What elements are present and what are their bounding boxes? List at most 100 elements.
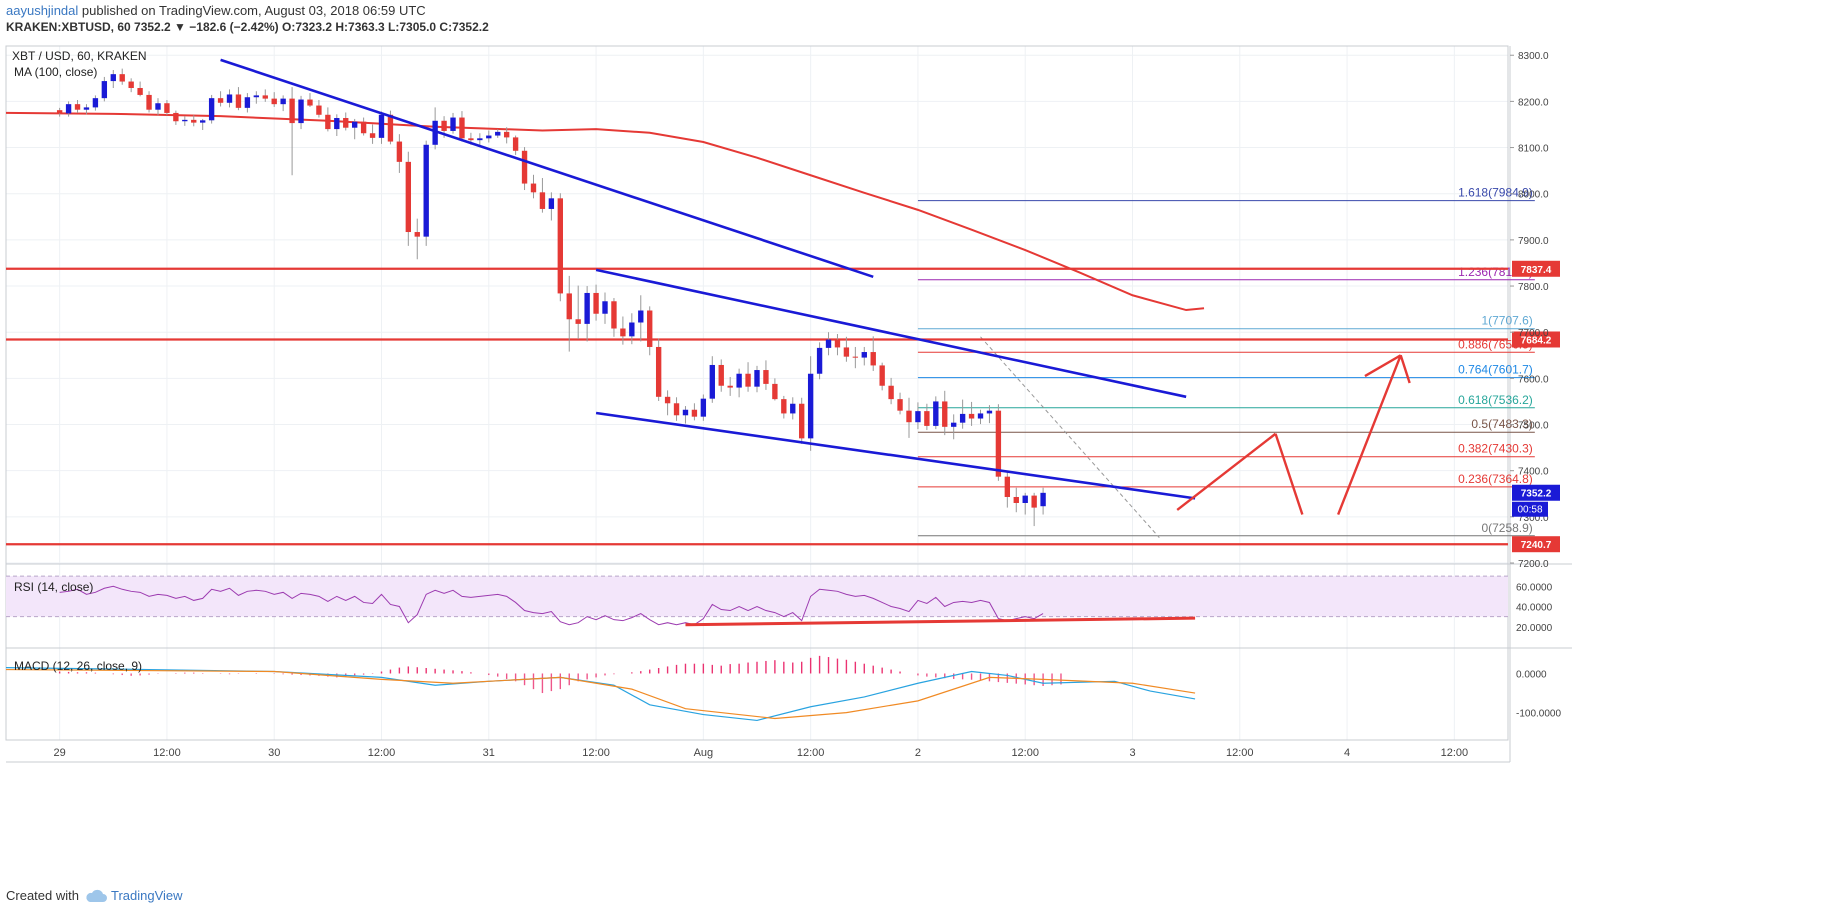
y-tick-label-8200: 8200.0 <box>1518 97 1549 108</box>
candle-body-26 <box>289 98 295 124</box>
price-axis[interactable]: 7200.0 7300.0 7400.0 7500.0 7600.0 7700.0 7800… <box>1510 51 1560 570</box>
candle-body-8 <box>128 81 134 89</box>
x-tick-label-6: Aug <box>694 747 714 759</box>
fib-label-0.764: 0.764(7601.7) <box>1458 363 1533 377</box>
macd-tick-0: 0.0000 <box>1516 669 1547 680</box>
channel-top <box>595 268 1187 399</box>
x-tick-label-7: 12:00 <box>797 747 825 759</box>
candle-body-62 <box>611 301 617 329</box>
candle-body-73 <box>709 364 715 399</box>
x-tick-label-11: 12:00 <box>1226 747 1254 759</box>
candle-body-20 <box>235 94 242 108</box>
candle-body-19 <box>226 94 233 103</box>
candle-body-4 <box>92 98 99 108</box>
candle-body-83 <box>799 403 805 439</box>
candle-body-71 <box>691 409 698 417</box>
trendlines <box>220 58 1196 500</box>
candle-body-18 <box>217 98 224 103</box>
publish-info: published on TradingView.com, August 03,… <box>81 3 426 18</box>
pane-labels: XBT / USD, 60, KRAKEN MA (100, close) RS… <box>12 49 147 673</box>
tradingview-logo[interactable]: TradingView <box>85 888 183 903</box>
ma-indicator-label: MA (100, close) <box>14 65 97 79</box>
ma100-line <box>5 111 1205 312</box>
level-tag-text-7684.2: 7684.2 <box>1521 335 1552 346</box>
candle-body-101 <box>959 413 966 423</box>
candle-body-84 <box>807 373 814 439</box>
candle-body-12 <box>164 103 170 113</box>
candle-body-110 <box>1040 492 1046 507</box>
x-tick-label-12: 4 <box>1344 747 1350 759</box>
candle-body-24 <box>271 98 277 105</box>
y-tick-label-7500: 7500.0 <box>1518 421 1549 432</box>
grid-lines <box>6 46 1508 740</box>
price-chart[interactable]: 20.0000 40.0000 60.0000 0.0000 -100.0000 1.… <box>0 40 1828 885</box>
candle-body-36 <box>378 114 385 138</box>
candle-body-88 <box>843 347 850 357</box>
x-tick-label-8: 2 <box>915 747 921 759</box>
candle-body-57 <box>566 293 572 320</box>
y-tick-label-8100: 8100.0 <box>1518 144 1549 155</box>
projection-arrow-0 <box>1176 432 1277 511</box>
candle-body-3 <box>83 107 90 110</box>
candle-body-38 <box>396 141 403 162</box>
candlesticks <box>56 68 1046 527</box>
candle-body-14 <box>182 119 188 122</box>
candle-body-91 <box>870 352 876 366</box>
candle-body-21 <box>244 97 251 108</box>
candle-body-98 <box>933 401 939 426</box>
current-price-tag <box>1512 484 1560 501</box>
candle-body-27 <box>298 99 304 124</box>
time-axis[interactable]: 29 12:00 30 12:00 31 12:00 Aug 12:00 2 12:00 3 12:0… <box>6 747 1510 763</box>
x-tick-label-2: 30 <box>268 747 280 759</box>
candle-body-94 <box>897 399 903 411</box>
rsi-pane: 20.0000 40.0000 60.0000 <box>6 575 1553 634</box>
candle-body-45 <box>459 117 465 139</box>
fib-base-line <box>980 336 1160 538</box>
publish-line: aayushjindal published on TradingView.co… <box>6 3 426 18</box>
level-tag-7240.7 <box>1512 536 1560 553</box>
candle-body-89 <box>852 356 859 358</box>
ma100-polyline <box>5 111 1205 312</box>
author-link[interactable]: aayushjindal <box>6 3 79 18</box>
level-tag-text-7240.7: 7240.7 <box>1521 540 1552 551</box>
candle-body-46 <box>468 138 474 141</box>
candle-body-13 <box>173 112 179 122</box>
candle-body-63 <box>620 328 626 337</box>
candle-body-49 <box>495 131 501 136</box>
candle-body-43 <box>441 120 447 131</box>
x-tick-label-3: 12:00 <box>368 747 396 759</box>
candle-body-52 <box>521 150 528 184</box>
fibonacci-levels: 1.618(7984.9)1.236(7813.5)1(7707.6)0.886… <box>917 186 1535 538</box>
candle-body-9 <box>137 88 143 95</box>
candle-body-95 <box>906 410 912 423</box>
candle-body-102 <box>968 413 975 419</box>
candle-body-6 <box>110 74 116 82</box>
rsi-divergence-line <box>685 616 1196 627</box>
candle-body-51 <box>512 137 519 151</box>
upper-trendline <box>220 58 874 279</box>
y-tick-label-8000: 8000.0 <box>1518 190 1549 201</box>
candle-body-87 <box>834 339 841 348</box>
chart-frame <box>5 45 1509 741</box>
candle-body-69 <box>673 403 680 416</box>
candle-body-103 <box>977 413 984 419</box>
countdown-tag <box>1512 501 1548 517</box>
fib-label-1: 1(7707.6) <box>1481 314 1532 328</box>
candle-body-28 <box>307 99 313 106</box>
projection-arrow-1 <box>1274 433 1304 515</box>
candle-body-107 <box>1013 496 1019 503</box>
candle-body-11 <box>155 103 161 110</box>
candle-body-35 <box>369 133 376 138</box>
y-tick-label-7700: 7700.0 <box>1518 328 1549 339</box>
candle-body-77 <box>745 373 751 387</box>
x-tick-label-10: 3 <box>1129 747 1135 759</box>
macd-pane: 0.0000 -100.0000 <box>5 655 1561 722</box>
x-tick-label-4: 31 <box>483 747 495 759</box>
candle-body-54 <box>539 192 546 209</box>
candle-body-44 <box>450 117 456 131</box>
candle-body-79 <box>763 370 769 384</box>
y-tick-label-8300: 8300.0 <box>1518 51 1549 62</box>
level-tag-7684.2 <box>1512 331 1560 348</box>
candle-body-55 <box>548 198 555 209</box>
countdown-text: 00:58 <box>1517 505 1542 516</box>
